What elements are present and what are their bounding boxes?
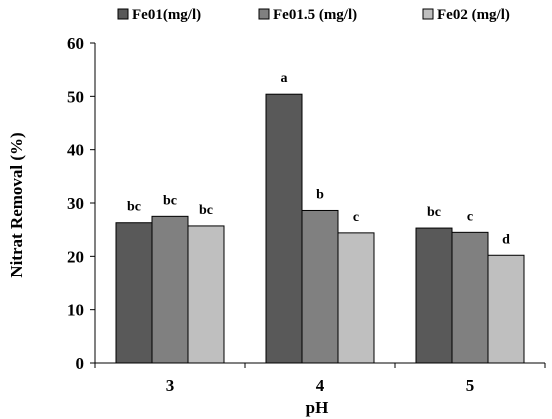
bar [487,254,525,364]
x-axis: 3 4 5 [94,362,546,395]
y-tick-label: 40 [67,141,84,160]
bar [451,231,489,364]
bar [301,209,339,364]
y-tick-label: 30 [67,194,84,213]
bar [415,227,453,364]
y-tick-label: 60 [67,34,84,53]
bar [151,215,189,364]
y-tick-label: 50 [67,87,84,106]
legend-swatch [117,8,129,20]
x-tick-label: 4 [316,376,325,395]
bar-letter-label: bc [127,200,141,215]
bar-letter-label: c [353,210,359,225]
bar-letter-label: c [467,209,473,224]
bar [115,222,153,364]
bar [265,93,303,364]
legend-label: Fe01(mg/l) [132,7,201,23]
bar-letter-label: b [316,187,324,202]
y-axis-title: Nitrat Removal (%) [7,132,26,277]
bar-letter-label: a [281,71,288,86]
legend-label: Fe02 (mg/l) [437,7,510,23]
bar [337,232,375,364]
legend-swatch [258,8,270,20]
x-tick-label: 3 [166,376,175,395]
y-tick-label: 0 [76,354,85,373]
legend: Fe01(mg/l) Fe01.5 (mg/l) Fe02 (mg/l) [117,7,510,23]
legend-swatch [422,8,434,20]
y-tick-label: 10 [67,301,84,320]
legend-label: Fe01.5 (mg/l) [273,7,357,23]
y-tick-label: 20 [67,247,84,266]
bar-letter-label: d [502,232,510,247]
bar-letter-label: bc [199,203,213,218]
y-axis: 0 10 20 30 40 50 60 [67,34,96,373]
x-axis-title: pH [306,398,329,417]
bar-letter-label: bc [163,193,177,208]
x-tick-label: 5 [466,376,475,395]
bar [187,225,225,364]
bar-letter-label: bc [427,205,441,220]
